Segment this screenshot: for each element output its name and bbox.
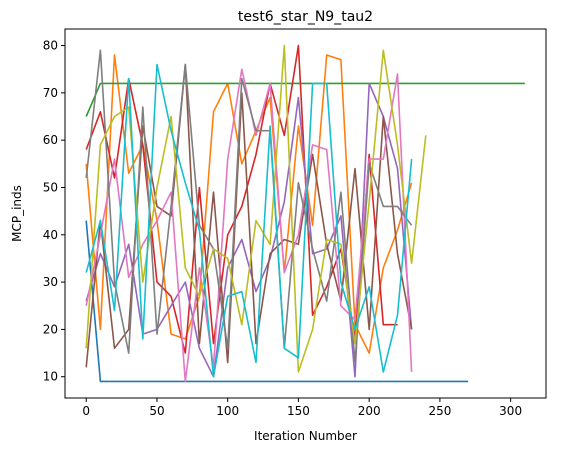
y-axis-label: MCP_inds xyxy=(10,185,24,242)
x-tick-label: 0 xyxy=(82,404,90,418)
series-line-3 xyxy=(85,82,525,117)
series-line-8 xyxy=(85,49,413,364)
chart-title: test6_star_N9_tau2 xyxy=(238,9,373,25)
y-axis-ticks: 10 20 30 40 50 60 70 80 xyxy=(43,39,65,384)
x-tick-label: 300 xyxy=(499,404,522,418)
y-tick-label: 60 xyxy=(43,133,58,147)
y-tick-label: 20 xyxy=(43,322,58,336)
y-tick-label: 30 xyxy=(43,275,58,289)
series-line-1 xyxy=(85,220,469,383)
series-line-9 xyxy=(85,44,427,373)
x-axis-label: Iteration Number xyxy=(254,429,357,443)
x-tick-label: 150 xyxy=(287,404,310,418)
x-tick-label: 250 xyxy=(428,404,451,418)
plot-frame xyxy=(64,28,547,399)
x-tick-label: 100 xyxy=(216,404,239,418)
series-line-10 xyxy=(85,63,413,378)
y-tick-label: 80 xyxy=(43,39,58,53)
x-tick-label: 200 xyxy=(358,404,381,418)
series-group xyxy=(85,44,525,383)
y-tick-label: 50 xyxy=(43,180,58,194)
y-tick-label: 40 xyxy=(43,228,58,242)
x-axis-ticks: 0 50 100 150 200 250 300 xyxy=(82,398,522,418)
x-tick-label: 50 xyxy=(149,404,164,418)
y-tick-label: 10 xyxy=(43,370,58,384)
y-tick-label: 70 xyxy=(43,86,58,100)
